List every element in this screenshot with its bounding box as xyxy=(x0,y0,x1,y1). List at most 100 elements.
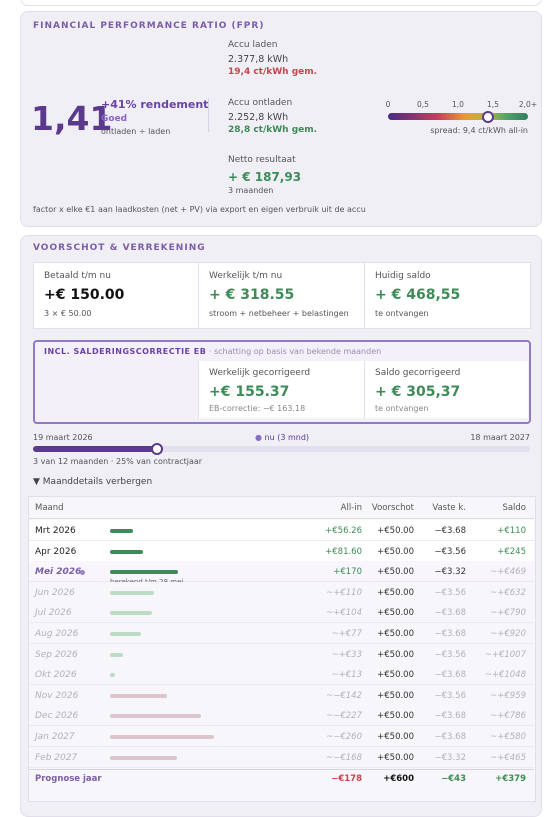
summary-box xyxy=(33,262,199,329)
fpr-formula: ontladen ÷ laden xyxy=(101,127,171,136)
table-row xyxy=(29,705,534,727)
saldo: ~+€465 xyxy=(490,752,526,763)
correction-sub-box xyxy=(198,361,364,418)
gauge-tick-label: 0 xyxy=(385,100,391,109)
month-label: Aug 2026 xyxy=(35,629,79,639)
voorschot: +€50.00 xyxy=(377,649,414,660)
correction-title: INCL. SALDERINGSCORRECTIE EB xyxy=(44,347,207,356)
fpr-title: FINANCIAL PERFORMANCE RATIO (FPR) xyxy=(33,21,265,31)
footer-label: Prognose jaar xyxy=(35,774,102,784)
vaste: −€3.68 xyxy=(434,526,466,536)
gauge-tick-label: 1,0 xyxy=(452,100,464,109)
spread: spread: 9,4 ct/kWh all-in xyxy=(430,126,528,135)
ontladen-label: Accu ontladen xyxy=(228,98,293,108)
summary-box xyxy=(198,262,365,329)
laden-kwh: 2.377,8 kWh xyxy=(228,54,289,65)
voorschot: +€50.00 xyxy=(377,690,414,701)
all-in-bar xyxy=(110,693,167,698)
table-row xyxy=(29,726,534,747)
table-row xyxy=(29,520,534,541)
progress-now-text: nu (3 mnd) xyxy=(264,433,310,442)
table-header: Maand xyxy=(35,503,64,513)
all-in: ~+€110 xyxy=(326,587,362,598)
all-in: ~−€260 xyxy=(326,732,362,742)
progress-marker xyxy=(151,443,164,455)
saldo: ~+€1007 xyxy=(484,649,526,660)
correction-subtitle: · schatting op basis van bekende maanden xyxy=(208,347,382,356)
saldo: ~+€580 xyxy=(490,732,526,742)
table-row xyxy=(29,561,534,583)
footer-voorschot: +€600 xyxy=(383,774,414,784)
vaste: −€3.68 xyxy=(434,608,466,619)
all-in: +€170 xyxy=(333,567,362,578)
all-in-bar xyxy=(110,611,152,616)
month-label: Okt 2026 xyxy=(35,670,77,681)
table-row xyxy=(29,540,534,562)
progress-now: ● nu (3 mnd) xyxy=(255,433,310,442)
current-dot xyxy=(80,570,85,576)
all-in-bar xyxy=(110,673,116,678)
summary-value: + € 468,55 xyxy=(375,287,461,303)
voorschot: +€50.00 xyxy=(377,711,414,722)
month-label: Mei 2026 xyxy=(35,567,82,578)
summary-label: Betaald t/m nu xyxy=(44,271,111,281)
vaste: −€3.68 xyxy=(434,629,466,639)
saldo: ~+€1048 xyxy=(484,670,526,681)
table-row xyxy=(29,623,534,644)
all-in: +€81.60 xyxy=(325,546,362,557)
summary-sub: te ontvangen xyxy=(375,309,429,318)
gauge-bar xyxy=(388,113,528,120)
all-in-bar xyxy=(110,735,214,739)
netto-period: 3 maanden xyxy=(228,186,274,195)
gauge-tick-label: 2,0+ xyxy=(518,100,538,109)
month-label: Sep 2026 xyxy=(35,649,78,660)
month-label: Apr 2026 xyxy=(35,546,77,557)
footnote: factor x elke €1 aan laadkosten (net + P… xyxy=(33,205,366,214)
vaste: −€3.56 xyxy=(434,690,466,701)
all-in: ~+€13 xyxy=(331,670,362,681)
toggle-details[interactable]: ▼ Maanddetails verbergen xyxy=(33,477,153,487)
netto-label: Netto resultaat xyxy=(228,155,296,165)
divider xyxy=(208,98,209,132)
all-in-bar xyxy=(110,755,178,760)
saldo: ~+€920 xyxy=(490,629,526,639)
month-label: Jul 2026 xyxy=(35,608,72,619)
table-header: Saldo xyxy=(502,503,526,513)
voorschot: +€50.00 xyxy=(377,526,414,536)
summary-sub: 3 × € 50.00 xyxy=(44,309,92,318)
vaste: −€3.68 xyxy=(434,711,466,722)
vaste: −€3.56 xyxy=(434,546,466,557)
gauge-tick-label: 1,5 xyxy=(487,100,499,109)
table-row xyxy=(29,746,534,768)
month-label: Dec 2026 xyxy=(35,711,79,722)
saldo: +€110 xyxy=(497,526,526,536)
voorschot: +€50.00 xyxy=(377,670,414,681)
saldo: ~+€469 xyxy=(490,567,526,578)
gauge-marker xyxy=(481,111,494,123)
all-in-bar xyxy=(110,590,154,595)
progress-fill xyxy=(33,446,158,452)
correction-value: + € 305,37 xyxy=(375,384,461,400)
all-in: ~−€168 xyxy=(326,752,362,763)
ontladen-kwh: 2.252,8 kWh xyxy=(228,112,289,123)
netto-amount: + € 187,93 xyxy=(228,170,302,184)
table-row xyxy=(29,664,534,686)
footer-all-in: −€178 xyxy=(331,774,362,784)
all-in-bar xyxy=(110,632,141,636)
page: FINANCIAL PERFORMANCE RATIO (FPR) 1,41 +… xyxy=(20,0,542,817)
all-in-bar xyxy=(110,529,133,533)
month-label: Mrt 2026 xyxy=(35,526,76,536)
table-row xyxy=(29,602,534,624)
vaste: −€3.32 xyxy=(434,752,466,763)
saldo: ~+€632 xyxy=(490,587,526,598)
correction-sub: EB-correctie: −€ 163.18 xyxy=(209,404,306,413)
all-in-bar xyxy=(110,652,124,657)
laden-label: Accu laden xyxy=(228,40,278,50)
fpr-rating: Goed xyxy=(101,114,128,124)
all-in: ~−€142 xyxy=(326,690,362,701)
vaste: −€3.56 xyxy=(434,649,466,660)
all-in: ~+€33 xyxy=(331,649,362,660)
voorschot: +€50.00 xyxy=(377,752,414,763)
voorschot: +€50.00 xyxy=(377,629,414,639)
voorschot: +€50.00 xyxy=(377,608,414,619)
